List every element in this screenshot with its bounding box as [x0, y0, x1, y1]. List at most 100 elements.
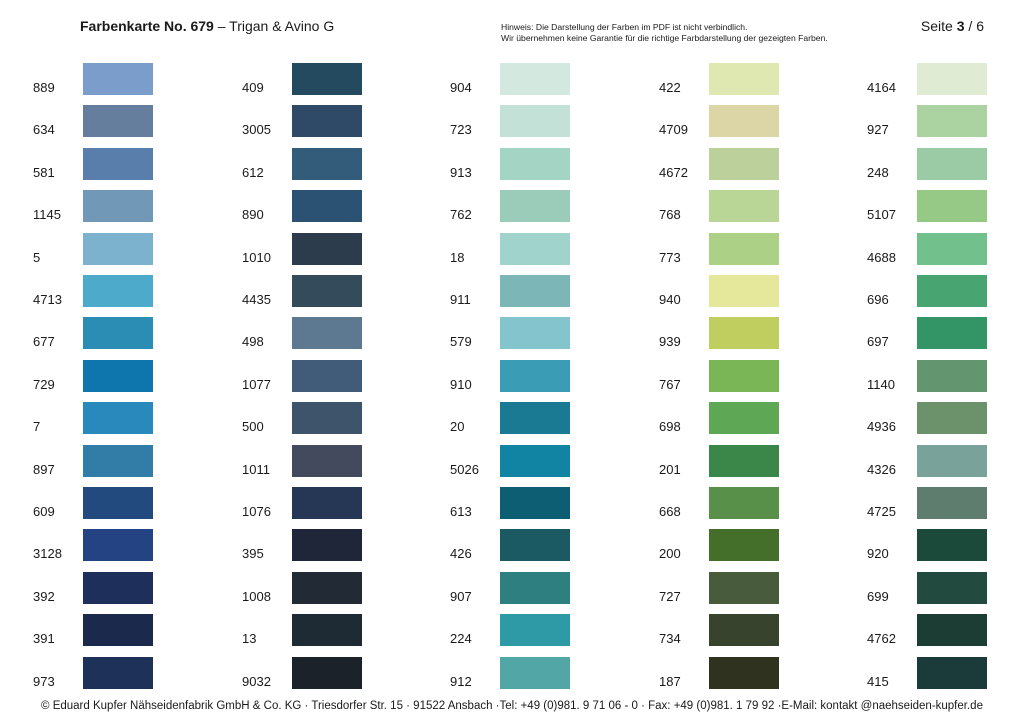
disclaimer-note: Hinweis: Die Darstellung der Farben im P…: [501, 22, 828, 44]
color-swatch: [709, 232, 779, 265]
color-code: 1010: [242, 249, 271, 265]
color-code: 5026: [450, 461, 479, 477]
color-code: 729: [33, 376, 55, 392]
color-swatch: [917, 147, 987, 180]
color-code: 767: [659, 376, 681, 392]
color-swatch: [917, 529, 987, 562]
color-swatch: [83, 614, 153, 647]
color-code: 415: [867, 673, 889, 689]
color-swatch: [500, 359, 570, 392]
color-swatch: [917, 63, 987, 95]
page-suffix: / 6: [964, 18, 984, 34]
color-swatch: [709, 402, 779, 435]
color-code: 426: [450, 546, 472, 562]
color-swatch: [83, 147, 153, 180]
color-code: 1008: [242, 588, 271, 604]
color-code: 768: [659, 207, 681, 223]
title-bold: Farbenkarte No. 679: [80, 18, 214, 34]
color-swatch: [917, 614, 987, 647]
color-swatch: [709, 105, 779, 138]
color-code: 4688: [867, 249, 896, 265]
color-swatch: [500, 487, 570, 519]
color-code: 677: [33, 334, 55, 350]
color-code: 201: [659, 461, 681, 477]
color-code: 224: [450, 631, 472, 647]
color-swatch: [917, 275, 987, 307]
color-code: 9032: [242, 673, 271, 689]
color-swatch: [917, 105, 987, 138]
color-swatch: [500, 614, 570, 647]
color-swatch: [709, 63, 779, 95]
color-code: 920: [867, 546, 889, 562]
color-swatch: [917, 190, 987, 223]
color-code: 395: [242, 546, 264, 562]
color-code: 773: [659, 249, 681, 265]
color-swatch: [917, 359, 987, 392]
color-swatch: [83, 444, 153, 477]
color-code: 734: [659, 631, 681, 647]
color-code: 4672: [659, 164, 688, 180]
color-swatch: [709, 147, 779, 180]
color-code: 1077: [242, 376, 271, 392]
color-code: 4713: [33, 292, 62, 307]
color-code: 422: [659, 80, 681, 95]
color-code: 973: [33, 673, 55, 689]
color-code: 696: [867, 292, 889, 307]
color-code: 890: [242, 207, 264, 223]
color-code: 4709: [659, 122, 688, 138]
color-chart-grid: 889 634 581 1145 5 4713 677 729 7 897 609 3128 392 39…: [33, 63, 987, 689]
color-code: 668: [659, 504, 681, 519]
color-swatch: [709, 444, 779, 477]
color-code: 5107: [867, 207, 896, 223]
color-code: 500: [242, 419, 264, 435]
disclaimer-line-2: Wir übernehmen keine Garantie für die ri…: [501, 33, 828, 43]
color-code: 391: [33, 631, 55, 647]
color-swatch: [917, 656, 987, 689]
color-swatch: [500, 571, 570, 604]
color-swatch: [83, 317, 153, 350]
color-swatch: [292, 147, 362, 180]
color-swatch: [83, 359, 153, 392]
color-code: 4326: [867, 461, 896, 477]
color-swatch: [292, 275, 362, 307]
color-code: 910: [450, 376, 472, 392]
color-code: 609: [33, 504, 55, 519]
color-code: 392: [33, 588, 55, 604]
title-rest: – Trigan & Avino G: [213, 18, 335, 34]
color-code: 7: [33, 419, 41, 435]
color-code: 634: [33, 122, 55, 138]
color-code: 1076: [242, 504, 271, 519]
color-code: 907: [450, 588, 472, 604]
color-code: 4435: [242, 292, 271, 307]
color-swatch: [292, 656, 362, 689]
page-current: 3: [956, 18, 965, 34]
color-code: 612: [242, 164, 264, 180]
color-code: 4762: [867, 631, 896, 647]
color-swatch: [709, 614, 779, 647]
color-swatch: [292, 614, 362, 647]
color-swatch: [500, 63, 570, 95]
color-swatch: [709, 359, 779, 392]
color-code: 699: [867, 588, 889, 604]
color-code: 904: [450, 80, 472, 95]
color-code: 1011: [242, 461, 270, 477]
color-swatch: [709, 275, 779, 307]
color-swatch: [500, 444, 570, 477]
page-indicator: Seite 3 / 6: [921, 18, 984, 34]
color-code: 20: [450, 419, 465, 435]
color-code: 498: [242, 334, 264, 350]
color-code: 927: [867, 122, 889, 138]
color-swatch: [83, 105, 153, 138]
disclaimer-line-1: Hinweis: Die Darstellung der Farben im P…: [501, 22, 748, 32]
color-swatch: [83, 402, 153, 435]
color-swatch: [292, 190, 362, 223]
color-code: 911: [450, 292, 471, 307]
color-swatch: [292, 487, 362, 519]
color-code: 913: [450, 164, 472, 180]
color-swatch: [709, 190, 779, 223]
color-swatch: [709, 571, 779, 604]
color-swatch: [709, 656, 779, 689]
color-swatch: [83, 571, 153, 604]
color-swatch: [83, 529, 153, 562]
color-code: 727: [659, 588, 681, 604]
